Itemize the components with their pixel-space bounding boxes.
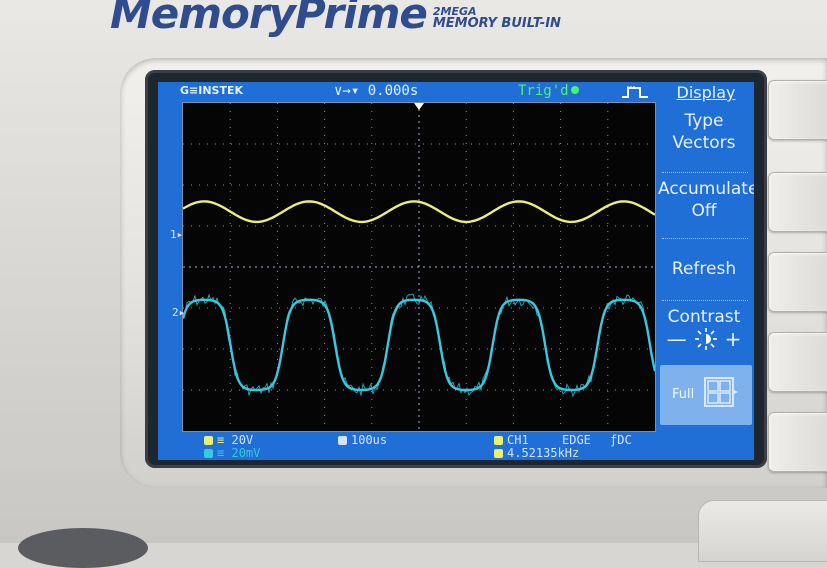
trigger-status-text: Trig'd: [518, 83, 569, 99]
trigger-source: CH1: [494, 433, 529, 447]
trigger-position-marker: [414, 103, 424, 110]
menu-full-screen[interactable]: Full: [660, 365, 752, 425]
graticule: [183, 103, 655, 431]
menu-contrast[interactable]: Contrast — +: [658, 306, 750, 350]
ch2-ground-marker: 2▸: [172, 306, 186, 319]
trigger-status: Trig'd: [518, 83, 579, 99]
trigger-type: EDGE: [562, 433, 591, 447]
menu-refresh[interactable]: Refresh: [658, 258, 750, 280]
contrast-label: Contrast: [667, 307, 741, 327]
frequency-counter: 4.52135kHz: [494, 446, 579, 460]
timebase-value: 100us: [351, 433, 388, 447]
menu-divider: [662, 172, 748, 173]
brand-logo: MemoryPrime 2MEGA MEMORY BUILT-IN: [110, 0, 561, 40]
type-value: Vectors: [672, 133, 736, 153]
timebase-badge-icon: [338, 436, 347, 445]
menu-accumulate[interactable]: Accumulate Off: [658, 178, 754, 222]
contrast-plus: +: [724, 327, 742, 351]
type-label: Type: [684, 111, 724, 131]
brand-subtitle: 2MEGA MEMORY BUILT-IN: [433, 6, 561, 30]
contrast-minus: —: [666, 327, 687, 351]
ch2-scale-value: 20mV: [231, 446, 261, 460]
ch2-waveform-noise: [183, 293, 655, 398]
frequency-value: 4.52135kHz: [507, 446, 580, 460]
ch1-ground-marker: 1▸: [170, 228, 184, 241]
ch1-scale-value: 20V: [231, 433, 254, 447]
timebase: 100us: [338, 433, 387, 447]
brand-sub-line1: 2MEGA: [432, 5, 477, 18]
power-knob[interactable]: [18, 528, 148, 568]
rising-edge-icon: ƒ: [610, 433, 618, 447]
side-button-1[interactable]: [768, 80, 827, 140]
trigger-source-badge-icon: [494, 436, 503, 445]
trigger-coupling-value: DC: [617, 433, 632, 447]
horizontal-position: ∨→▾ 0.000s: [334, 83, 419, 99]
ch2-coupling-icon: ≡: [217, 446, 225, 460]
ch1-scale: ≡ 20V: [204, 433, 253, 447]
ch2-waveform: [183, 298, 655, 392]
menu-type[interactable]: Type Vectors: [658, 110, 750, 154]
side-button-3[interactable]: [768, 252, 827, 312]
accumulate-label: Accumulate: [658, 179, 754, 199]
grid-layout-icon: [704, 377, 738, 407]
frequency-badge-icon: [494, 449, 503, 458]
refresh-label: Refresh: [671, 259, 737, 279]
ch1-coupling-icon: ≡: [217, 433, 225, 447]
ch1-waveform: [183, 200, 655, 224]
display-menu: Display Type Vectors Accumulate Off Refr…: [656, 82, 754, 430]
waveform-display: [182, 102, 656, 432]
instek-logo: G≡INSTEK: [180, 84, 244, 97]
menu-divider: [662, 300, 748, 301]
side-button-4[interactable]: [768, 332, 827, 392]
bottom-status-bar: ≡ 20V ≡ 20mV 100us CH1 EDGE ƒDC 4.52135k…: [158, 432, 754, 460]
ch2-scale: ≡ 20mV: [204, 446, 260, 460]
brand-name: MemoryPrime: [110, 0, 428, 38]
ch1-badge-icon: [204, 436, 213, 445]
accumulate-value: Off: [691, 201, 717, 221]
top-status-bar: G≡INSTEK ∨→▾ 0.000s Trig'd: [158, 82, 754, 102]
menu-divider: [662, 238, 748, 239]
menu-title: Display: [676, 83, 736, 102]
ch2-badge-icon: [204, 449, 213, 458]
corner-panel-button[interactable]: [698, 500, 827, 562]
full-label: Full: [672, 387, 695, 402]
side-button-2[interactable]: [768, 172, 827, 232]
oscilloscope-screen: G≡INSTEK ∨→▾ 0.000s Trig'd 1▸ 2▸ Display…: [158, 82, 754, 460]
pulse-icon: [622, 86, 648, 98]
brightness-icon: [694, 328, 717, 350]
contrast-control: — +: [658, 328, 750, 350]
brand-sub-line2: MEMORY BUILT-IN: [432, 16, 561, 31]
trigger-coupling: ƒDC: [610, 433, 632, 447]
trigger-dot-icon: [570, 86, 579, 94]
trigger-source-value: CH1: [507, 433, 529, 447]
side-button-5[interactable]: [768, 412, 827, 472]
